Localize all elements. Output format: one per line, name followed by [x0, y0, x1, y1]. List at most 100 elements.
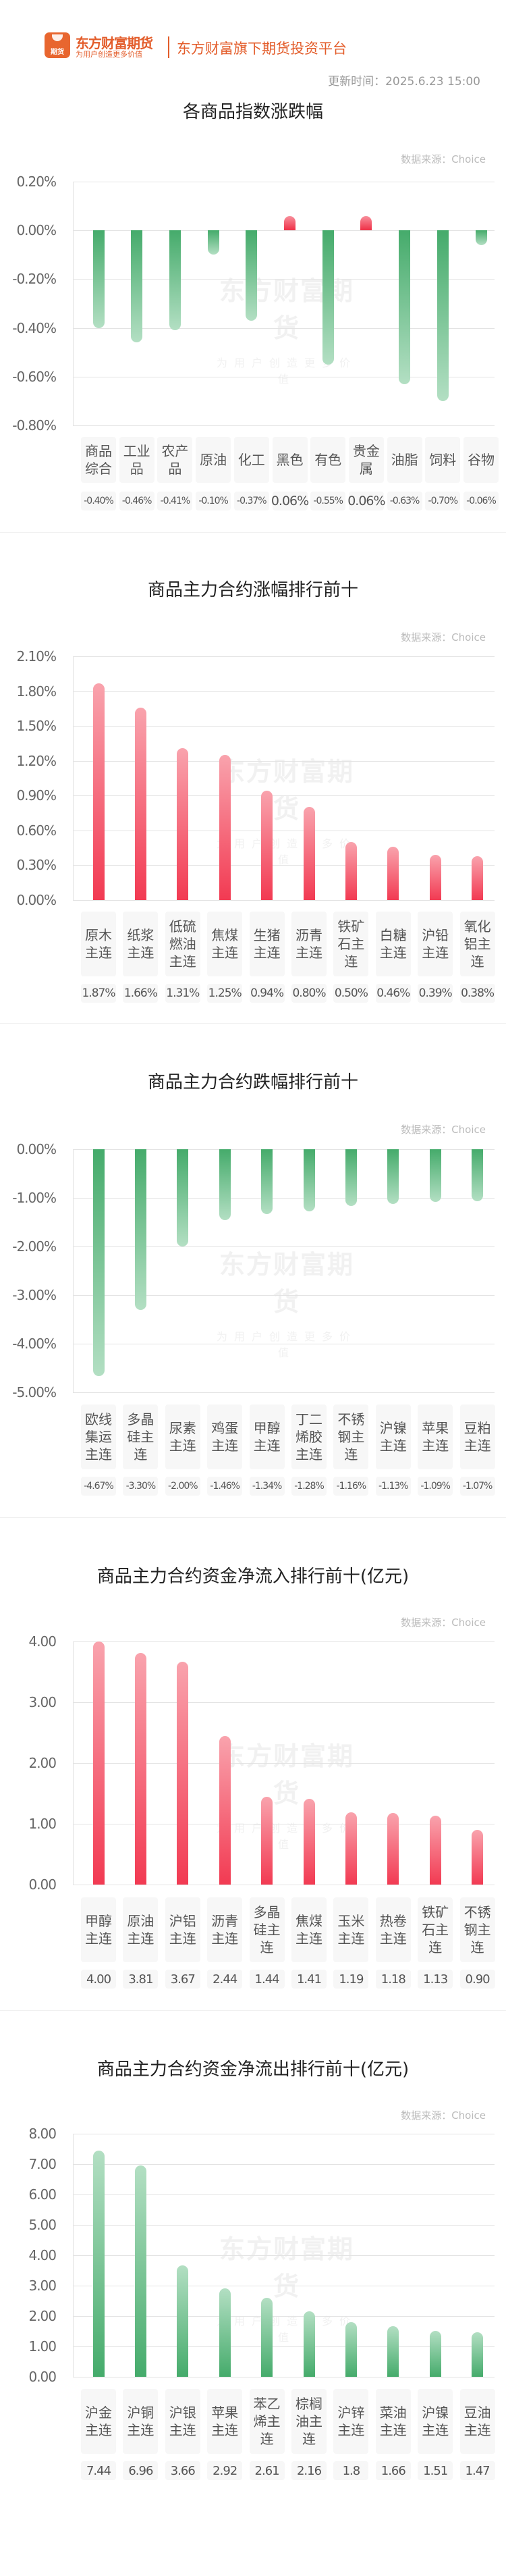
gridline [73, 691, 495, 692]
category-text: 苹果 主连 [422, 1420, 449, 1454]
y-tick-label: 0.00% [16, 892, 57, 908]
y-tick-label: -5.00% [12, 1384, 57, 1400]
category-text: 黑色 [276, 452, 304, 468]
category-text: 饲料 [429, 452, 457, 468]
bar [429, 854, 441, 900]
category-text: 苯乙 烯主连 [253, 2396, 281, 2447]
category-label: 尿素 主连 [165, 1404, 200, 1469]
value-label: 6.96 [123, 2461, 159, 2480]
gridline [73, 425, 495, 426]
category-label: 玉米 主连 [333, 1897, 369, 1962]
category-label: 纸浆 主连 [123, 912, 159, 976]
category-text: 贵金属 [352, 443, 380, 477]
category-label: 苯乙 烯主连 [249, 2389, 285, 2454]
brand-logo-icon: 期货 [45, 32, 70, 58]
y-tick-label: -0.40% [12, 319, 57, 336]
category-text: 纸浆 主连 [127, 927, 154, 961]
gridline [73, 865, 495, 866]
category-label: 农产品 [157, 437, 193, 483]
category-label: 丁二 烯胶 主连 [291, 1404, 327, 1469]
plot-area: 0.20% 0.00% -0.20% -0.40% -0.60% -0.80% [12, 174, 495, 433]
category-text: 油脂 [391, 452, 418, 468]
bar [387, 2326, 399, 2377]
bar [429, 1149, 441, 1203]
bar [399, 230, 411, 384]
bar [303, 1149, 315, 1212]
bar [345, 842, 357, 900]
category-text: 原木 主连 [85, 927, 112, 961]
y-tick-label: 0.00% [16, 222, 57, 239]
category-text: 沪镍 主连 [379, 1420, 407, 1454]
gridline [73, 1763, 495, 1764]
gridline [73, 795, 495, 797]
category-text: 玉米 主连 [337, 1913, 365, 1947]
category-label: 有色 [310, 437, 346, 483]
y-tick-label: 0.00% [16, 1141, 57, 1157]
category-text: 原油 [200, 452, 227, 468]
value-label: -0.10% [196, 492, 231, 510]
value-label: 1.8 [333, 2461, 369, 2480]
category-text: 豆粕 主连 [463, 1420, 491, 1454]
y-tick-label: -4.00% [12, 1336, 57, 1352]
category-label: 黑色 [272, 437, 308, 483]
category-text: 甲醇 主连 [85, 1913, 112, 1947]
category-text: 甲醇 主连 [253, 1420, 281, 1454]
value-label: 1.41 [291, 1970, 327, 1989]
logo-glyph: 期货 [51, 49, 64, 56]
category-label: 甲醇 主连 [249, 1404, 285, 1469]
category-text: 沪锌 主连 [337, 2404, 365, 2438]
section-divider [0, 532, 506, 533]
value-label: 1.66 [375, 2461, 411, 2480]
gridline [73, 1198, 495, 1199]
category-label: 原油 [196, 437, 231, 483]
category-label: 白糖 主连 [375, 912, 411, 976]
value-label: 1.47 [459, 2461, 495, 2480]
bar [437, 230, 449, 401]
category-label: 化工 [233, 437, 269, 483]
gridline [73, 1295, 495, 1296]
category-label: 氧化 铝主连 [459, 912, 495, 976]
value-label: 0.38% [459, 984, 495, 1003]
category-label: 不锈 钢主连 [459, 1897, 495, 1962]
bar [219, 2288, 231, 2377]
category-text: 尿素 主连 [169, 1420, 196, 1454]
bar [345, 1149, 357, 1206]
value-label: 3.67 [165, 1970, 200, 1989]
category-label: 铁矿 石主连 [418, 1897, 453, 1962]
y-tick-label: -2.00% [12, 1238, 57, 1255]
value-label: 1.31% [165, 984, 200, 1003]
gridline [73, 1641, 495, 1642]
value-label: -0.06% [463, 492, 499, 510]
gridline [73, 900, 495, 901]
bar [246, 230, 258, 321]
bar [261, 791, 273, 900]
value-label: 0.06% [271, 492, 309, 510]
chart-title: 商品主力合约跌幅排行前十 [147, 1072, 358, 1093]
category-text: 不锈 钢主连 [337, 1411, 365, 1463]
category-label: 豆油 主连 [459, 2389, 495, 2454]
bar [472, 856, 484, 900]
bar [261, 1797, 273, 1885]
value-label: 7.44 [81, 2461, 116, 2480]
category-text: 焦煤 主连 [211, 927, 239, 961]
category-label: 沪铝 主连 [165, 1897, 200, 1962]
y-tick-label: 2.00 [28, 2308, 57, 2324]
update-time: 更新时间：2025.6.23 15:00 [328, 75, 480, 88]
bar [134, 2165, 146, 2377]
category-text: 白糖 主连 [379, 927, 407, 961]
category-label: 鸡蛋 主连 [207, 1404, 243, 1469]
category-label: 生猪 主连 [249, 912, 285, 976]
bar [472, 2332, 484, 2377]
category-label: 沪铅 主连 [418, 912, 453, 976]
category-text: 商品 综合 [85, 443, 112, 477]
bar [134, 1653, 146, 1885]
value-label: -2.00% [165, 1477, 200, 1496]
y-axis-line [73, 182, 74, 425]
data-source: 数据来源：Choice [401, 2109, 486, 2122]
category-text: 丁二 烯胶 主连 [296, 1411, 322, 1463]
gridline [73, 2194, 495, 2195]
value-label: 1.44 [249, 1970, 285, 1989]
category-label: 商品 综合 [81, 437, 116, 483]
value-label: 3.66 [165, 2461, 200, 2480]
category-label: 沪镍 主连 [418, 2389, 453, 2454]
